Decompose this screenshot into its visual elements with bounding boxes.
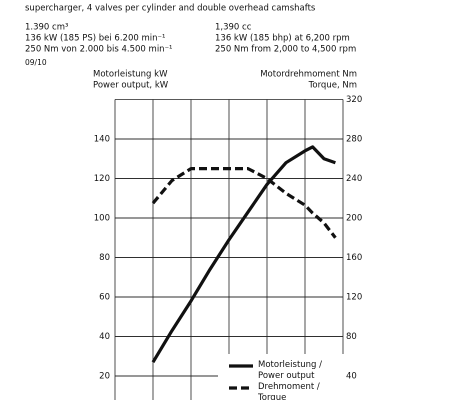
spec-de: 1.390 cm³ — [25, 23, 68, 33]
legend-box — [218, 354, 345, 400]
y2-tick-label: 200 — [346, 214, 362, 224]
y2-tick-label: 80 — [346, 332, 357, 342]
y2-tick-label: 280 — [346, 135, 362, 145]
spec-en: 250 Nm from 2,000 to 4,500 rpm — [215, 45, 356, 55]
y-axis-title: Power output, kW — [93, 81, 169, 91]
y-tick-label: 120 — [94, 174, 110, 184]
y-tick-label: 20 — [99, 372, 110, 382]
y-tick-label: 140 — [94, 135, 110, 145]
legend-entry: Drehmoment / Torque — [258, 382, 320, 400]
intro: supercharger, 4 valves per cylinder and … — [25, 4, 316, 14]
series-line — [151, 145, 336, 363]
date: 09/10 — [25, 58, 47, 67]
spec-de: 136 kW (185 PS) bei 6.200 min⁻¹ — [25, 34, 165, 44]
y2-axis-title: Torque, Nm — [308, 81, 357, 91]
y-tick-label: 100 — [94, 214, 110, 224]
y2-tick-label: 40 — [346, 372, 357, 382]
spec-en: 136 kW (185 bhp) at 6,200 rpm — [215, 34, 350, 44]
spec-de: 250 Nm von 2.000 bis 4.500 min⁻¹ — [25, 45, 172, 55]
series-line — [151, 167, 337, 239]
spec-en: 1,390 cc — [215, 23, 252, 33]
y-tick-label: 40 — [99, 332, 110, 342]
y2-tick-label: 160 — [346, 253, 362, 263]
y2-tick-label: 320 — [346, 95, 362, 105]
y-axis-title: Motorleistung kW — [93, 70, 168, 80]
y-tick-label: 60 — [99, 293, 110, 303]
legend-label: Motorleistung / Power output — [258, 360, 323, 381]
y2-tick-label: 120 — [346, 293, 362, 303]
legend-label: Drehmoment / Torque — [258, 382, 320, 400]
y2-tick-label: 240 — [346, 174, 362, 184]
y-tick-label: 80 — [99, 253, 110, 263]
y2-axis-title: Motordrehmoment Nm — [260, 70, 357, 80]
legend-entry: Motorleistung / Power output — [258, 360, 323, 381]
